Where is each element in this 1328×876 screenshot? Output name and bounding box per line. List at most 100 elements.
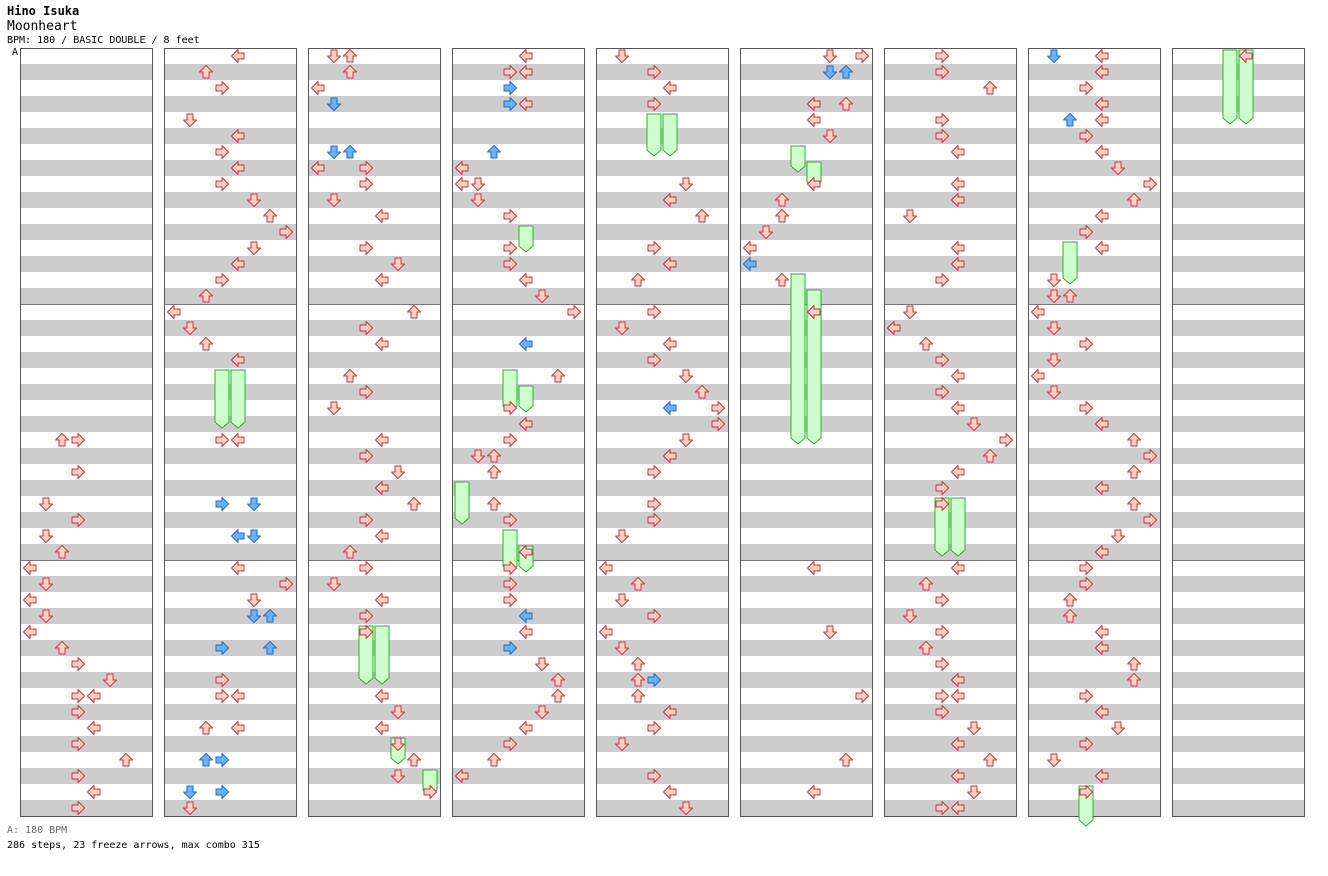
arrow-right-icon bbox=[215, 785, 229, 799]
arrow-up-icon bbox=[263, 609, 277, 623]
arrow-right-icon bbox=[71, 737, 85, 751]
arrow-down-icon bbox=[535, 705, 549, 719]
arrow-down-icon bbox=[967, 417, 981, 431]
arrow-up-icon bbox=[551, 369, 565, 383]
arrow-up-icon bbox=[551, 673, 565, 687]
arrow-down-icon bbox=[471, 193, 485, 207]
arrow-left-icon bbox=[951, 193, 965, 207]
chart-column bbox=[308, 48, 441, 817]
arrow-up-icon bbox=[839, 97, 853, 111]
arrow-right-icon bbox=[503, 81, 517, 95]
arrow-up-icon bbox=[919, 641, 933, 655]
arrow-right-icon bbox=[215, 145, 229, 159]
arrow-left-icon bbox=[87, 689, 101, 703]
arrow-up-icon bbox=[487, 465, 501, 479]
arrow-up-icon bbox=[1127, 433, 1141, 447]
arrow-left-icon bbox=[1095, 641, 1109, 655]
arrow-left-icon bbox=[519, 337, 533, 351]
arrow-left-icon bbox=[951, 369, 965, 383]
arrow-left-icon bbox=[663, 401, 677, 415]
freeze-arrow bbox=[790, 145, 806, 173]
footer-bpm-note: A: 180 BPM bbox=[7, 825, 68, 836]
arrow-down-icon bbox=[247, 497, 261, 511]
arrow-up-icon bbox=[263, 209, 277, 223]
arrow-right-icon bbox=[1079, 81, 1093, 95]
arrow-down-icon bbox=[327, 193, 341, 207]
arrow-right-icon bbox=[935, 801, 949, 815]
arrow-down-icon bbox=[903, 209, 917, 223]
arrow-up-icon bbox=[55, 641, 69, 655]
arrow-right-icon bbox=[359, 241, 373, 255]
arrow-left-icon bbox=[375, 273, 389, 287]
arrow-right-icon bbox=[359, 513, 373, 527]
arrow-left-icon bbox=[23, 625, 37, 639]
arrow-left-icon bbox=[951, 769, 965, 783]
arrow-right-icon bbox=[215, 753, 229, 767]
arrow-down-icon bbox=[615, 321, 629, 335]
arrow-left-icon bbox=[23, 561, 37, 575]
freeze-arrow bbox=[518, 385, 534, 413]
arrow-left-icon bbox=[743, 241, 757, 255]
song-title: Moonheart bbox=[7, 19, 78, 34]
arrow-right-icon bbox=[279, 577, 293, 591]
arrow-left-icon bbox=[519, 609, 533, 623]
arrow-left-icon bbox=[1095, 481, 1109, 495]
arrow-left-icon bbox=[1095, 49, 1109, 63]
arrow-right-icon bbox=[935, 481, 949, 495]
arrow-right-icon bbox=[711, 417, 725, 431]
arrow-right-icon bbox=[1079, 129, 1093, 143]
arrow-left-icon bbox=[1095, 625, 1109, 639]
arrow-left-icon bbox=[663, 337, 677, 351]
arrow-down-icon bbox=[327, 145, 341, 159]
arrow-right-icon bbox=[503, 257, 517, 271]
arrow-left-icon bbox=[951, 689, 965, 703]
column-border bbox=[308, 48, 441, 817]
arrow-up-icon bbox=[631, 673, 645, 687]
arrow-left-icon bbox=[167, 305, 181, 319]
freeze-arrow bbox=[662, 113, 678, 157]
arrow-right-icon bbox=[215, 433, 229, 447]
arrow-up-icon bbox=[1063, 289, 1077, 303]
arrow-left-icon bbox=[231, 529, 245, 543]
arrow-right-icon bbox=[215, 673, 229, 687]
arrow-right-icon bbox=[71, 433, 85, 447]
arrow-right-icon bbox=[1143, 449, 1157, 463]
arrow-right-icon bbox=[279, 225, 293, 239]
arrow-down-icon bbox=[1111, 721, 1125, 735]
arrow-down-icon bbox=[1047, 353, 1061, 367]
arrow-down-icon bbox=[1047, 753, 1061, 767]
arrow-down-icon bbox=[327, 97, 341, 111]
freeze-arrow bbox=[950, 497, 966, 557]
arrow-left-icon bbox=[599, 561, 613, 575]
arrow-up-icon bbox=[55, 433, 69, 447]
arrow-left-icon bbox=[663, 449, 677, 463]
arrow-down-icon bbox=[615, 593, 629, 607]
arrow-left-icon bbox=[951, 465, 965, 479]
arrow-up-icon bbox=[1063, 593, 1077, 607]
arrow-down-icon bbox=[615, 737, 629, 751]
arrow-up-icon bbox=[487, 449, 501, 463]
arrow-right-icon bbox=[359, 177, 373, 191]
freeze-arrow bbox=[374, 625, 390, 685]
arrow-down-icon bbox=[471, 449, 485, 463]
arrow-left-icon bbox=[231, 561, 245, 575]
arrow-right-icon bbox=[503, 561, 517, 575]
arrow-down-icon bbox=[1047, 49, 1061, 63]
arrow-left-icon bbox=[663, 81, 677, 95]
arrow-left-icon bbox=[743, 257, 757, 271]
arrow-left-icon bbox=[375, 209, 389, 223]
arrow-up-icon bbox=[1127, 673, 1141, 687]
arrow-up-icon bbox=[919, 337, 933, 351]
chart-column bbox=[740, 48, 873, 817]
arrow-right-icon bbox=[647, 241, 661, 255]
arrow-left-icon bbox=[375, 689, 389, 703]
arrow-up-icon bbox=[631, 577, 645, 591]
arrow-up-icon bbox=[343, 145, 357, 159]
arrow-up-icon bbox=[1063, 609, 1077, 623]
arrow-up-icon bbox=[487, 753, 501, 767]
arrow-down-icon bbox=[1047, 385, 1061, 399]
arrow-left-icon bbox=[231, 129, 245, 143]
arrow-up-icon bbox=[631, 657, 645, 671]
arrow-left-icon bbox=[663, 193, 677, 207]
arrow-down-icon bbox=[183, 321, 197, 335]
